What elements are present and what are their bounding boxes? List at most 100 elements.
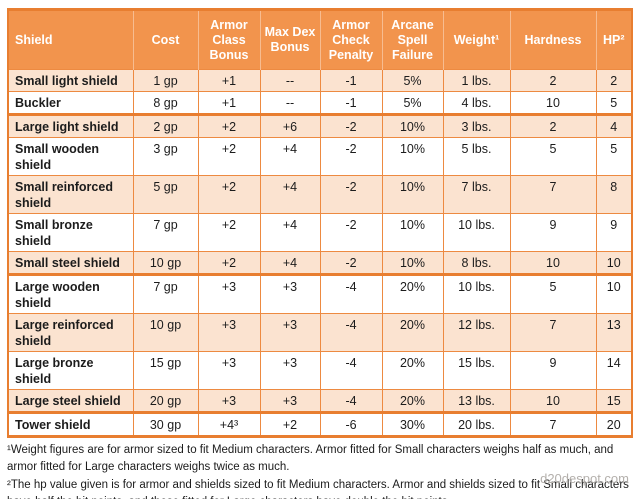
- cell-hp: 2: [595, 69, 633, 92]
- cell-hp: 5: [595, 137, 633, 176]
- table-row: Buckler 8 gp +1 -- -1 5% 4 lbs. 10 5: [7, 91, 633, 115]
- cell-arcane-spell-failure: 10%: [381, 175, 444, 214]
- table-row: Small steel shield 10 gp +2 +4 -2 10% 8 …: [7, 251, 633, 275]
- table-row: Large light shield 2 gp +2 +6 -2 10% 3 l…: [7, 113, 633, 138]
- cell-max-dex-bonus: +6: [259, 113, 321, 138]
- cell-armor-check-penalty: -2: [319, 113, 383, 138]
- footnote: ²The hp value given is for armor and shi…: [7, 479, 629, 499]
- cell-weight: 10 lbs.: [442, 213, 511, 252]
- cell-max-dex-bonus: --: [259, 91, 321, 115]
- cell-hardness: 10: [509, 91, 597, 115]
- cell-weight: 15 lbs.: [442, 351, 511, 390]
- cell-weight: 8 lbs.: [442, 251, 511, 275]
- cell-armor-class-bonus: +3: [197, 273, 261, 314]
- cell-weight: 13 lbs.: [442, 389, 511, 413]
- cell-hardness: 5: [509, 137, 597, 176]
- cell-max-dex-bonus: +3: [259, 313, 321, 352]
- cell-hardness: 10: [509, 251, 597, 275]
- cell-hardness: 7: [509, 313, 597, 352]
- column-header-hp: HP²: [595, 9, 632, 70]
- cell-arcane-spell-failure: 20%: [381, 313, 444, 352]
- cell-cost: 30 gp: [132, 411, 199, 437]
- cell-hardness: 5: [509, 273, 597, 314]
- cell-hp: 5: [595, 91, 633, 115]
- cell-armor-check-penalty: -2: [319, 175, 383, 214]
- cell-weight: 7 lbs.: [442, 175, 511, 214]
- cell-cost: 7 gp: [132, 213, 199, 252]
- cell-shield-name: Small reinforced shield: [7, 175, 134, 214]
- column-header-armor-class-bonus: Armor Class Bonus: [197, 9, 260, 70]
- cell-shield-name: Buckler: [7, 91, 134, 115]
- cell-hardness: 9: [509, 213, 597, 252]
- cell-shield-name: Large steel shield: [7, 389, 134, 413]
- cell-armor-class-bonus: +4³: [197, 411, 261, 437]
- cell-armor-class-bonus: +1: [197, 91, 261, 115]
- table-row: Small wooden shield 3 gp +2 +4 -2 10% 5 …: [7, 137, 633, 176]
- cell-shield-name: Large reinforced shield: [7, 313, 134, 352]
- footnote: ¹Weight figures are for armor sized to f…: [7, 444, 614, 473]
- cell-armor-class-bonus: +3: [197, 351, 261, 390]
- cell-armor-check-penalty: -4: [319, 313, 383, 352]
- table-row: Tower shield 30 gp +4³ +2 -6 30% 20 lbs.…: [7, 411, 633, 437]
- cell-arcane-spell-failure: 10%: [381, 213, 444, 252]
- cell-hp: 10: [595, 273, 633, 314]
- cell-armor-check-penalty: -4: [319, 351, 383, 390]
- cell-cost: 15 gp: [132, 351, 199, 390]
- cell-max-dex-bonus: +4: [259, 251, 321, 275]
- cell-armor-class-bonus: +2: [197, 137, 261, 176]
- header-row: Shield Cost Armor Class Bonus Max Dex Bo…: [8, 9, 632, 70]
- cell-armor-class-bonus: +2: [197, 213, 261, 252]
- cell-armor-class-bonus: +2: [197, 251, 261, 275]
- cell-hp: 20: [595, 411, 633, 437]
- cell-shield-name: Small light shield: [7, 69, 134, 92]
- cell-shield-name: Small bronze shield: [7, 213, 134, 252]
- cell-weight: 4 lbs.: [442, 91, 511, 115]
- cell-weight: 5 lbs.: [442, 137, 511, 176]
- column-header-cost: Cost: [132, 9, 198, 70]
- cell-max-dex-bonus: +3: [259, 351, 321, 390]
- cell-shield-name: Large bronze shield: [7, 351, 134, 390]
- cell-cost: 8 gp: [132, 91, 199, 115]
- cell-weight: 1 lbs.: [442, 69, 511, 92]
- cell-arcane-spell-failure: 5%: [381, 91, 444, 115]
- cell-arcane-spell-failure: 30%: [381, 411, 444, 437]
- table-row: Small bronze shield 7 gp +2 +4 -2 10% 10…: [7, 213, 633, 252]
- cell-cost: 2 gp: [132, 113, 199, 138]
- table-row: Large reinforced shield 10 gp +3 +3 -4 2…: [7, 313, 633, 352]
- cell-hp: 9: [595, 213, 633, 252]
- cell-hardness: 2: [509, 113, 597, 138]
- cell-hardness: 7: [509, 175, 597, 214]
- shields-table: Shield Cost Armor Class Bonus Max Dex Bo…: [7, 8, 633, 438]
- cell-armor-class-bonus: +1: [197, 69, 261, 92]
- cell-armor-check-penalty: -2: [319, 137, 383, 176]
- cell-shield-name: Tower shield: [7, 411, 134, 437]
- cell-hp: 10: [595, 251, 633, 275]
- cell-cost: 10 gp: [132, 251, 199, 275]
- cell-arcane-spell-failure: 5%: [381, 69, 444, 92]
- cell-shield-name: Small wooden shield: [7, 137, 134, 176]
- table-row: Large steel shield 20 gp +3 +3 -4 20% 13…: [7, 389, 633, 413]
- cell-cost: 1 gp: [132, 69, 199, 92]
- cell-cost: 20 gp: [132, 389, 199, 413]
- cell-weight: 20 lbs.: [442, 411, 511, 437]
- cell-arcane-spell-failure: 10%: [381, 113, 444, 138]
- cell-shield-name: Large light shield: [7, 113, 134, 138]
- cell-hardness: 2: [509, 69, 597, 92]
- cell-cost: 7 gp: [132, 273, 199, 314]
- cell-max-dex-bonus: --: [259, 69, 321, 92]
- cell-arcane-spell-failure: 10%: [381, 137, 444, 176]
- column-header-hardness: Hardness: [509, 9, 596, 70]
- cell-armor-class-bonus: +3: [197, 313, 261, 352]
- cell-hardness: 7: [509, 411, 597, 437]
- cell-hp: 14: [595, 351, 633, 390]
- cell-arcane-spell-failure: 20%: [381, 351, 444, 390]
- table-row: Small light shield 1 gp +1 -- -1 5% 1 lb…: [7, 69, 633, 92]
- cell-armor-class-bonus: +2: [197, 175, 261, 214]
- table-row: Small reinforced shield 5 gp +2 +4 -2 10…: [7, 175, 633, 214]
- column-header-shield: Shield: [8, 9, 133, 70]
- cell-hp: 4: [595, 113, 633, 138]
- cell-max-dex-bonus: +3: [259, 273, 321, 314]
- cell-weight: 10 lbs.: [442, 273, 511, 314]
- table-row: Large wooden shield 7 gp +3 +3 -4 20% 10…: [7, 273, 633, 314]
- column-header-arcane-spell-failure: Arcane Spell Failure: [381, 9, 443, 70]
